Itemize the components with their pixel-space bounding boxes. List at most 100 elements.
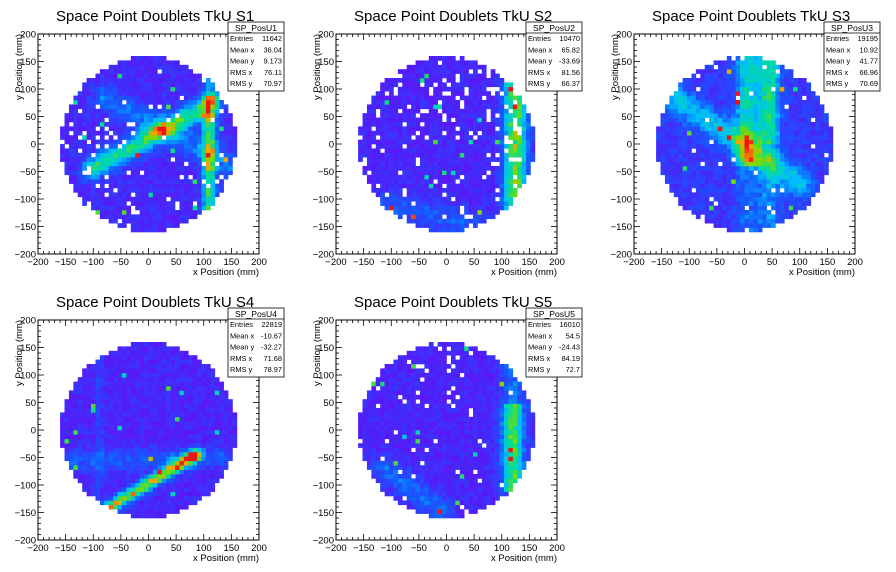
heatmap-cell [82, 196, 87, 202]
heatmap-cell [713, 113, 719, 118]
heatmap-cell [731, 78, 736, 83]
heatmap-cell [135, 509, 140, 514]
heatmap-cell [402, 108, 408, 114]
heatmap-cell [526, 135, 531, 140]
heatmap-cell [68, 403, 74, 409]
heatmap-cell [766, 86, 772, 92]
heatmap-cell [402, 126, 408, 132]
heatmap-cell [709, 183, 714, 189]
heatmap-cell [170, 170, 176, 176]
heatmap-cell [228, 166, 233, 171]
heatmap-cell [473, 82, 478, 88]
heatmap-cell [192, 214, 198, 220]
heatmap-cell [197, 192, 202, 198]
heatmap-cell [477, 86, 483, 92]
heatmap-cell [170, 377, 176, 382]
heatmap-cell [433, 166, 438, 171]
heatmap-cell [775, 196, 781, 202]
heatmap-cell [205, 170, 211, 176]
heatmap-cell [82, 113, 87, 118]
heatmap-cell [121, 86, 127, 92]
heatmap-cell [161, 108, 167, 114]
heatmap-cell [771, 218, 776, 224]
heatmap-cell [433, 201, 438, 206]
heatmap-cell [437, 170, 443, 176]
heatmap-cell [157, 196, 163, 202]
heatmap-cell [437, 166, 443, 171]
heatmap-cell [68, 148, 74, 154]
heatmap-cell [126, 447, 132, 453]
heatmap-cell [99, 174, 105, 180]
heatmap-cell [722, 148, 728, 154]
heatmap-cell [148, 386, 154, 391]
heatmap-cell [201, 113, 207, 118]
heatmap-cell [157, 161, 163, 167]
heatmap-cell [473, 122, 478, 127]
heatmap-cell [161, 443, 167, 448]
heatmap-cell [424, 196, 430, 202]
heatmap-cell [459, 95, 465, 101]
heatmap-cell [91, 394, 96, 400]
heatmap-cell [468, 210, 474, 215]
heatmap-cell [117, 368, 123, 374]
heatmap-cell [170, 188, 176, 193]
heatmap-cell [148, 412, 154, 418]
heatmap-cell [130, 144, 136, 149]
heatmap-cell [464, 82, 469, 88]
heatmap-cell [219, 179, 224, 184]
heatmap-cell [437, 130, 443, 136]
heatmap-cell [86, 412, 92, 418]
heatmap-cell [722, 144, 728, 149]
heatmap-cell [73, 456, 79, 462]
heatmap-cell [148, 170, 154, 176]
heatmap-cell [99, 438, 105, 444]
heatmap-cell [214, 91, 220, 96]
heatmap-cell [726, 117, 732, 123]
heatmap-cell [91, 447, 96, 453]
heatmap-cell [179, 100, 185, 105]
heatmap-cell [148, 342, 154, 347]
heatmap-cell [157, 130, 163, 136]
heatmap-cell [371, 188, 377, 193]
heatmap-cell [704, 179, 710, 184]
heatmap-cell [130, 135, 136, 140]
heatmap-cell [86, 416, 92, 422]
heatmap-cell [709, 122, 714, 127]
heatmap-cell [517, 139, 522, 145]
heatmap-cell [660, 126, 666, 132]
heatmap-cell [678, 130, 683, 136]
heatmap-cell [366, 113, 372, 118]
heatmap-cell [406, 170, 412, 176]
heatmap-cell [726, 227, 732, 233]
heatmap-cell [713, 223, 719, 228]
heatmap-cell [126, 183, 132, 189]
heatmap-cell [673, 152, 679, 158]
heatmap-cell [205, 144, 211, 149]
heatmap-cell [82, 82, 87, 88]
heatmap-cell [481, 210, 487, 215]
heatmap-cell [771, 196, 776, 202]
heatmap-cell [135, 478, 140, 484]
heatmap-cell [495, 148, 500, 154]
heatmap-cell [797, 174, 803, 180]
heatmap-cell [139, 509, 145, 514]
heatmap-cell [144, 108, 149, 114]
heatmap-cell [753, 117, 759, 123]
heatmap-cell [121, 91, 127, 96]
heatmap-cell [197, 144, 202, 149]
heatmap-cell [393, 139, 399, 145]
heatmap-cell [166, 372, 171, 378]
heatmap-cell [446, 148, 452, 154]
heatmap-cell [455, 86, 461, 92]
heatmap-cell [678, 104, 683, 110]
heatmap-cell [144, 148, 149, 154]
heatmap-cell [175, 139, 180, 145]
heatmap-cell [740, 210, 745, 215]
heatmap-cell [433, 104, 438, 110]
heatmap-cell [419, 179, 425, 184]
heatmap-cell [91, 170, 96, 176]
heatmap-cell [148, 201, 154, 206]
heatmap-cell [214, 135, 220, 140]
heatmap-cell [735, 148, 741, 154]
heatmap-cell [486, 214, 491, 220]
